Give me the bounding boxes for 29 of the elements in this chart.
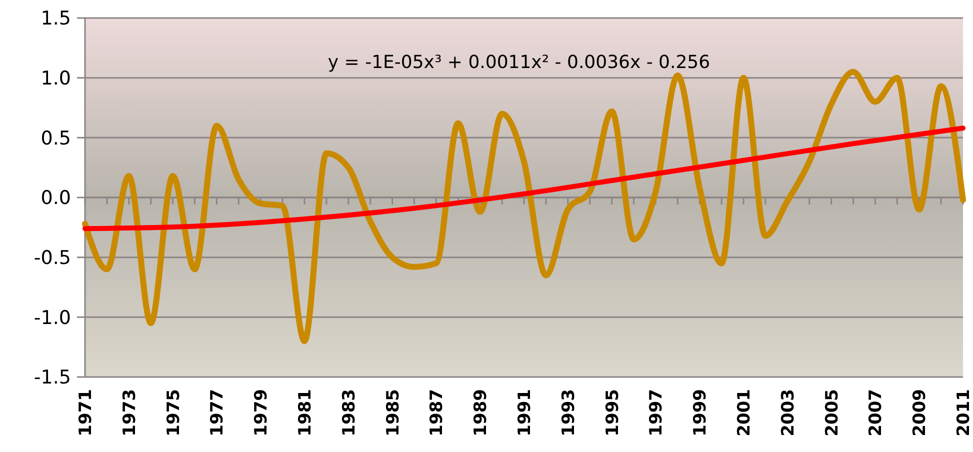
x-tick-label: 2007 (866, 389, 886, 436)
x-tick-label: 1999 (690, 389, 711, 436)
x-tick-label: 1985 (383, 389, 404, 436)
x-tick-label: 1979 (252, 389, 272, 436)
x-tick-label: 2001 (734, 389, 754, 436)
annotation: y = -1E-05x³ + 0.0011x² - 0.0036x - 0.256 (328, 52, 710, 73)
x-tick-label: 2011 (954, 389, 973, 436)
y-tick-label: -1.5 (34, 366, 71, 389)
x-tick-label: 1989 (471, 389, 492, 436)
x-tick-label: 1975 (164, 389, 184, 436)
x-tick-label: 2003 (778, 389, 798, 436)
x-tick-label: 1971 (76, 389, 96, 436)
y-tick-label: 0.0 (40, 187, 71, 210)
x-tick-label: 1983 (339, 389, 360, 436)
x-tick-label: 1973 (120, 389, 140, 436)
y-tick-label: 0.5 (40, 127, 71, 150)
y-tick-label: -1.0 (34, 306, 71, 329)
x-tick-label: 1991 (514, 389, 535, 436)
x-tick-label: 2009 (910, 389, 930, 436)
x-tick-label: 1977 (208, 389, 228, 436)
x-tick-label: 1987 (427, 389, 448, 436)
y-tick-label: -0.5 (34, 246, 71, 269)
y-tick-label: 1.5 (40, 8, 71, 30)
x-tick-label: 1997 (646, 389, 667, 436)
y-tick-label: 1.0 (40, 67, 71, 90)
x-tick-label: 2005 (822, 389, 842, 436)
x-tick-label: 1995 (602, 389, 623, 436)
x-tick-label: 1993 (558, 389, 579, 436)
x-tick-label: 1981 (295, 389, 316, 436)
